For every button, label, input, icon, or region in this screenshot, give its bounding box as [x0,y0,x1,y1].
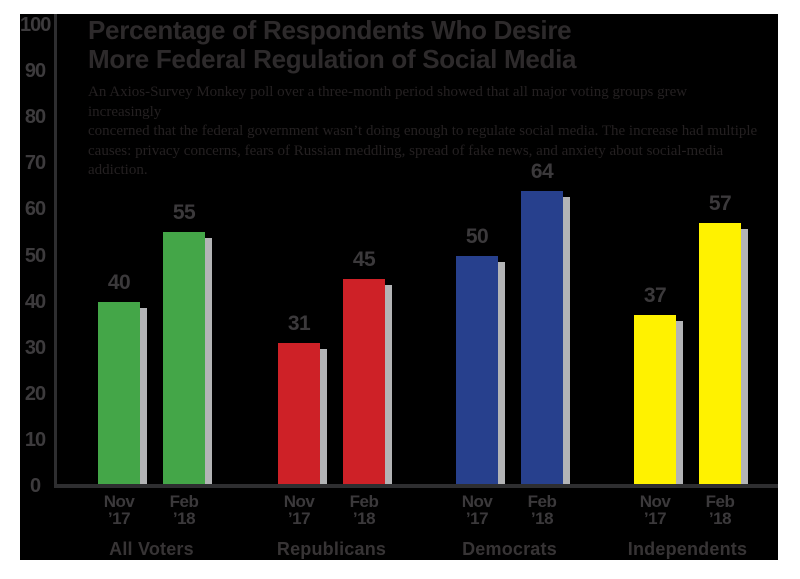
chart-subtitle: An Axios-Survey Monkey poll over a three… [88,83,758,181]
bar-shadow [205,238,212,484]
x-axis-line [54,484,778,488]
y-axis-line [54,14,57,484]
y-tick-label: 20 [24,382,46,405]
bar-value-label: 37 [643,284,667,308]
bar-value-label: 57 [708,192,732,216]
period-label: Feb ’18 [349,492,379,528]
bar-value-label: 40 [107,270,131,294]
group-label: Democrats [462,539,557,559]
chart-subtitle-line2: concerned that the federal government wa… [88,123,758,139]
bar-shadow [320,349,327,484]
y-tick-label: 90 [24,60,46,83]
y-tick-label: 30 [24,336,46,359]
bar-value-label: 31 [287,312,311,336]
bar [163,232,205,484]
y-tick-label: 10 [24,428,46,451]
bar-value-label: 64 [530,159,554,183]
bar-shadow [563,196,570,484]
bar-shadow [498,261,505,484]
bar [634,315,676,484]
chart-subtitle-line3: causes: privacy concerns, fears of Russi… [88,142,724,179]
bar [278,343,320,484]
bar [699,223,741,484]
chart-title-line2: More Federal Regulation of Social Media [88,44,577,74]
bar [456,255,498,484]
period-label: Nov ’17 [103,492,135,528]
y-tick-label: 80 [24,106,46,129]
bar [521,190,563,484]
period-label: Feb ’18 [169,492,199,528]
group-label: Republicans [276,539,387,559]
period-label: Feb ’18 [527,492,557,528]
y-tick-label: 60 [24,198,46,221]
chart-title-line1: Percentage of Respondents Who Desire [88,15,572,45]
group-label: Independents [627,539,748,559]
bar-value-label: 55 [172,201,196,225]
y-tick-label: 70 [24,152,46,175]
bar-value-label: 45 [352,247,376,271]
period-label: Feb ’18 [705,492,735,528]
bar [98,301,140,484]
bar [343,278,385,484]
bar-shadow [741,229,748,484]
period-label: Nov ’17 [639,492,671,528]
bar-shadow [140,307,147,484]
y-tick-label: 0 [29,475,41,497]
y-tick-label: 50 [24,244,46,267]
y-tick-label: 40 [24,290,46,313]
period-label: Nov ’17 [461,492,493,528]
bar-shadow [385,284,392,484]
chart-title: Percentage of Respondents Who Desire Mor… [88,16,576,74]
period-label: Nov ’17 [283,492,315,528]
chart-subtitle-line1: An Axios-Survey Monkey poll over a three… [88,84,688,120]
bar-value-label: 50 [465,224,489,248]
y-tick-label: 100 [20,14,51,36]
group-label: All Voters [109,539,194,559]
bar-shadow [676,321,683,484]
